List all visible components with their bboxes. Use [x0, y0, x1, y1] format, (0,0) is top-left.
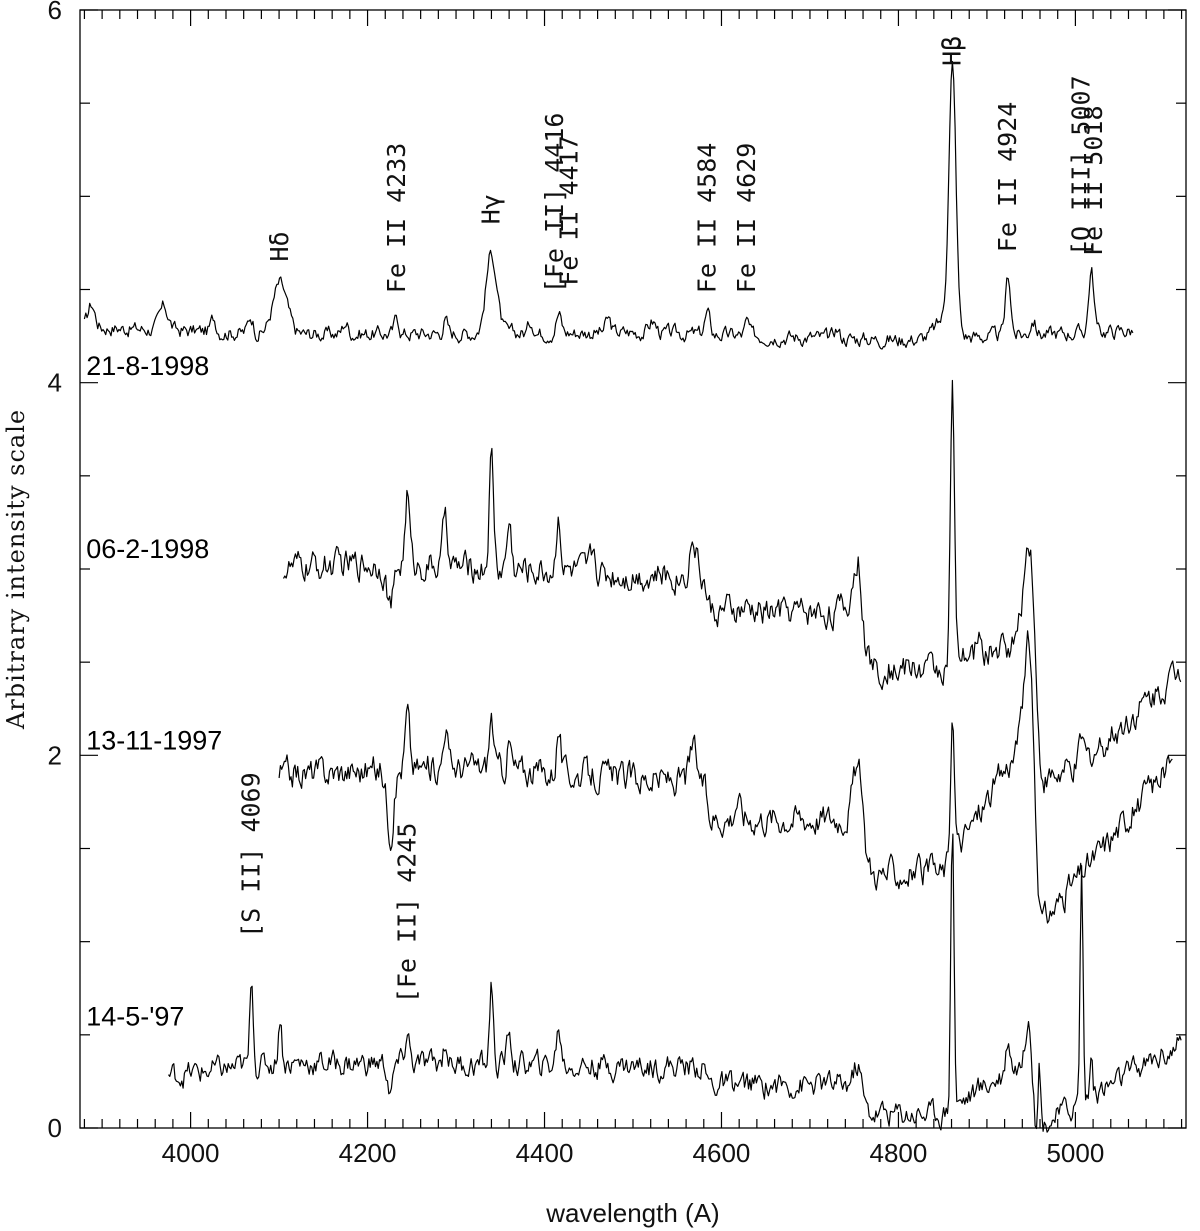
x-tick-label: 4000 [162, 1138, 220, 1168]
x-tick-label: 4200 [339, 1138, 397, 1168]
series-date-label: 13-11-1997 [86, 726, 222, 756]
emission-line-label: Fe II 4584 [692, 143, 721, 294]
y-tick-label: 0 [48, 1113, 62, 1143]
emission-line-label: Fe II 4629 [732, 143, 761, 294]
spectrum-line [83, 60, 1134, 350]
emission-line-label: Fe II 4417 [554, 135, 583, 286]
y-tick-label: 6 [48, 0, 62, 25]
emission-line-label: [S II] 4069 [237, 772, 266, 938]
emission-line-label: Hδ [265, 231, 294, 261]
emission-line-label: [Fe II] 4245 [392, 823, 421, 1004]
spectrum-line [282, 379, 1182, 794]
series-labels: 21-8-1998 06-2-1998 13-11-1997 14-5-'97 [86, 351, 222, 1031]
spectra-series [83, 60, 1182, 1133]
series-date-label: 21-8-1998 [86, 351, 209, 381]
emission-line-label: Fe II 5018 [1079, 105, 1108, 256]
emission-line-label: [Fe II] 4416 [540, 113, 569, 294]
x-axis-title: wavelength (A) [545, 1198, 719, 1228]
spectrum-line [168, 833, 1182, 1133]
series-date-label: 06-2-1998 [86, 534, 209, 564]
x-tick-label: 4600 [693, 1138, 751, 1168]
emission-line-label: [O III] 5007 [1067, 75, 1096, 256]
y-axis-title: Arbitrary intensity scale [2, 409, 30, 730]
y-tick-label: 2 [48, 740, 62, 770]
x-tick-label: 4400 [516, 1138, 574, 1168]
series-date-label: 14-5-'97 [86, 1002, 184, 1032]
spectrum-line [278, 630, 1173, 924]
x-tick-label: 5000 [1046, 1138, 1104, 1168]
x-tick-label: 4800 [870, 1138, 928, 1168]
emission-line-label: Hγ [476, 194, 505, 224]
emission-line-label: Fe II 4924 [993, 102, 1022, 253]
axis-ticks: 4000 4200 4400 4600 4800 5000 0 2 4 6 [48, 0, 1186, 1168]
emission-line-label: Fe II 4233 [382, 143, 411, 294]
y-tick-label: 4 [48, 368, 62, 398]
emission-line-label: Hβ [937, 36, 966, 66]
